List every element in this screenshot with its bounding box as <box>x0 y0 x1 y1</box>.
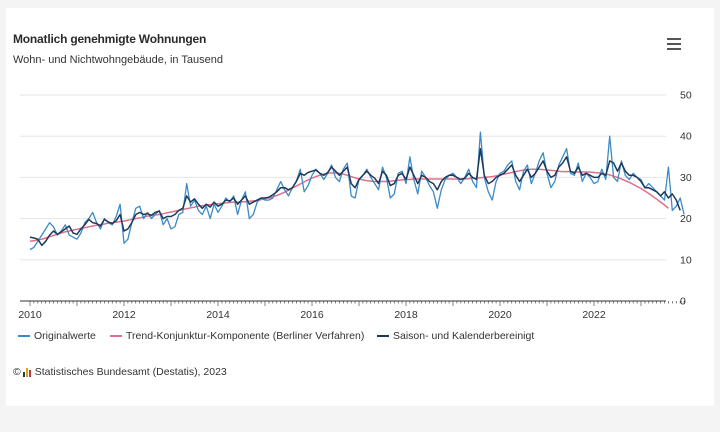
x-tick-label: 2012 <box>112 309 136 321</box>
chart-title: Monatlich genehmigte Wohnungen <box>13 32 207 46</box>
legend-label-adjusted: Saison- und Kalenderbereinigt <box>393 330 535 342</box>
y-tick-label: 20 <box>680 213 692 225</box>
y-tick-label: 30 <box>680 172 692 184</box>
x-tick-label: 2022 <box>582 309 606 321</box>
x-tick-label: 2014 <box>206 309 230 321</box>
y-axis-ticks: 0 10 20 30 40 50 <box>680 90 692 308</box>
y-tick-label: 0 <box>680 296 686 308</box>
copyright-symbol: © <box>13 366 21 378</box>
x-tick-label: 2016 <box>300 309 324 321</box>
x-tick-label: 2018 <box>394 309 418 321</box>
y-tick-label: 50 <box>680 90 692 102</box>
credit-text: Statistisches Bundesamt (Destatis), 2023 <box>34 366 227 378</box>
legend-swatch-adjusted <box>377 335 389 337</box>
source-credit: © Statistisches Bundesamt (Destatis), 20… <box>13 366 227 378</box>
x-tick-label: 2020 <box>488 309 512 321</box>
legend-item-adjusted[interactable]: Saison- und Kalenderbereinigt <box>377 330 534 342</box>
series-line-adjusted <box>29 147 681 247</box>
legend-label-original: Originalwerte <box>34 330 96 342</box>
chart-card <box>6 8 714 406</box>
legend-swatch-original <box>18 335 30 337</box>
x-tick-label: 2010 <box>18 309 42 321</box>
hamburger-menu-icon[interactable] <box>667 38 681 52</box>
chart-grid <box>20 94 666 261</box>
chart-series <box>29 131 685 251</box>
y-tick-label: 40 <box>680 131 692 143</box>
x-axis: 2010 2012 2014 2016 2018 2020 2022 <box>18 300 685 321</box>
series-line-original <box>29 131 685 251</box>
legend-swatch-trend <box>110 335 122 337</box>
legend-item-trend[interactable]: Trend-Konjunktur-Komponente (Berliner Ve… <box>110 330 364 342</box>
legend-label-trend: Trend-Konjunktur-Komponente (Berliner Ve… <box>126 330 365 342</box>
chart-subtitle: Wohn- und Nichtwohngebäude, in Tausend <box>13 54 223 66</box>
destatis-logo-icon <box>22 367 32 377</box>
y-tick-label: 10 <box>680 254 692 266</box>
legend-item-original[interactable]: Originalwerte <box>18 330 96 342</box>
